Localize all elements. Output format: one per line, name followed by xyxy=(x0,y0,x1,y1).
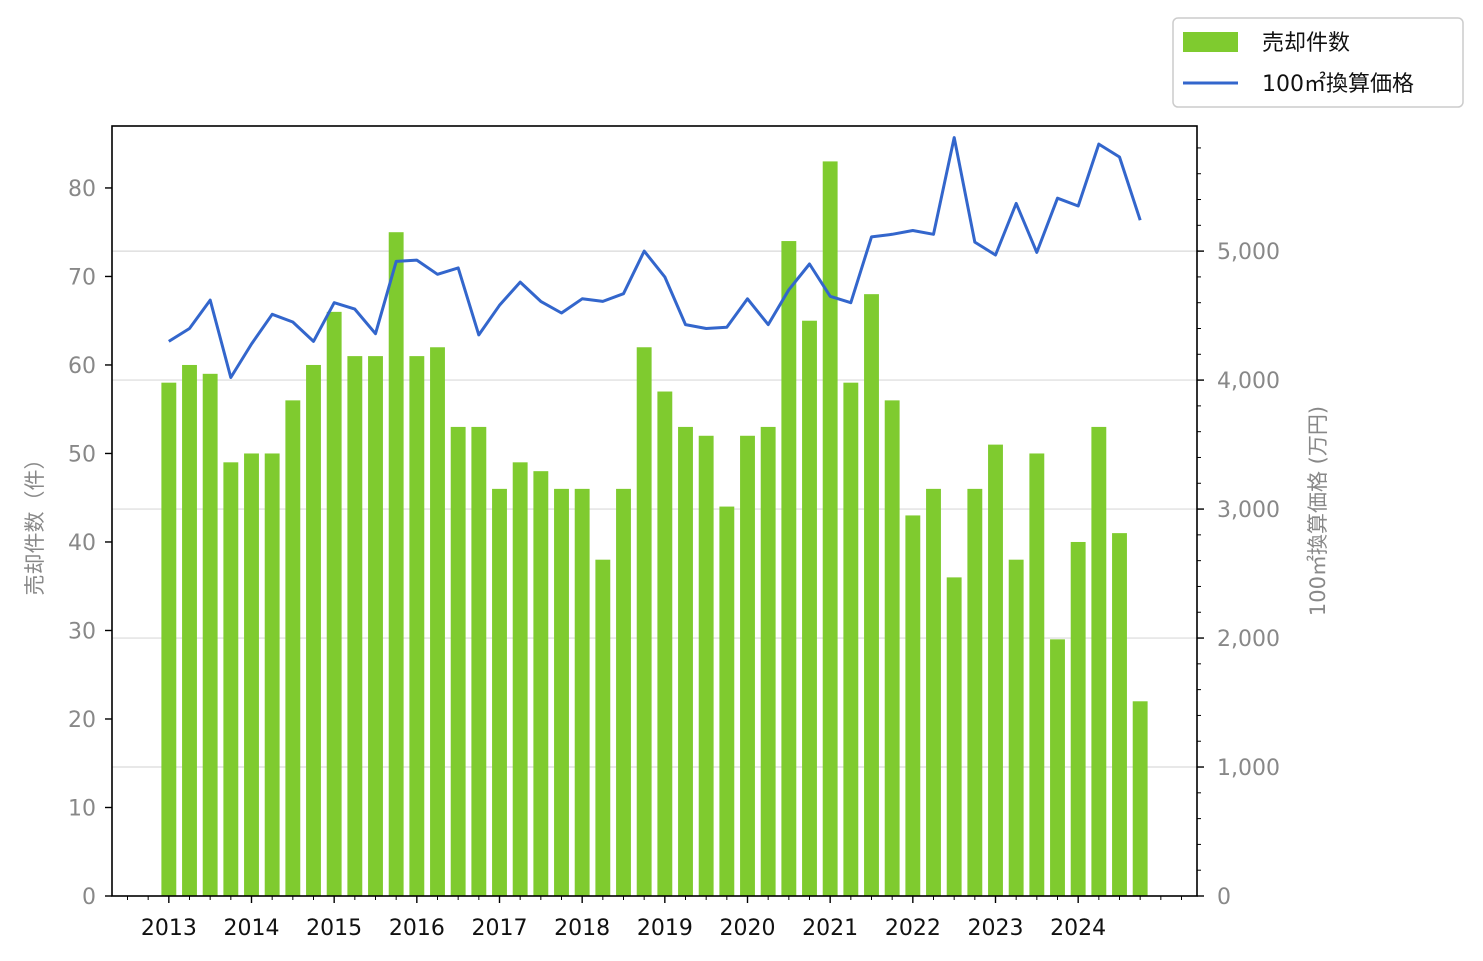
legend-bar-label: 売却件数 xyxy=(1262,31,1350,56)
left-tick-label: 40 xyxy=(68,531,96,556)
left-tick-label: 60 xyxy=(68,354,96,379)
bar xyxy=(202,373,218,896)
bar-series xyxy=(161,161,1148,897)
legend-line-label: 100㎡換算価格 xyxy=(1262,71,1414,97)
bar xyxy=(1132,701,1148,896)
bar xyxy=(988,444,1003,896)
bar xyxy=(946,577,962,896)
bar xyxy=(926,488,941,896)
bar xyxy=(492,488,507,896)
x-tick-label: 2016 xyxy=(389,916,445,941)
x-tick-label: 2024 xyxy=(1050,916,1106,941)
bar xyxy=(1050,639,1065,896)
x-tick-label: 2018 xyxy=(554,916,610,941)
bar xyxy=(719,506,735,896)
bar xyxy=(781,241,797,896)
right-tick-label: 1,000 xyxy=(1217,756,1280,781)
bar xyxy=(244,453,259,896)
left-tick-label: 30 xyxy=(68,619,96,644)
left-tick-label: 70 xyxy=(68,265,96,290)
x-tick-label: 2021 xyxy=(802,916,858,941)
bar xyxy=(1070,541,1086,896)
right-axis-title: 100㎡換算価格 (万円) xyxy=(1306,406,1330,616)
left-tick-label: 50 xyxy=(68,442,96,467)
left-tick-label: 10 xyxy=(68,796,96,821)
bar xyxy=(450,426,466,896)
bar xyxy=(182,364,197,896)
bar xyxy=(512,462,528,896)
right-axis-ticks: 0 1,000 2,000 3,000 4,000 5,000 xyxy=(1197,147,1280,910)
bar xyxy=(967,488,983,896)
legend-bar-swatch xyxy=(1183,32,1238,52)
x-tick-label: 2013 xyxy=(141,916,197,941)
bar xyxy=(884,400,900,896)
right-tick-label: 0 xyxy=(1217,885,1231,910)
x-tick-label: 2022 xyxy=(885,916,941,941)
bar xyxy=(698,435,714,896)
x-tick-label: 2017 xyxy=(472,916,528,941)
bar xyxy=(740,435,755,896)
x-tick-label: 2015 xyxy=(306,916,362,941)
x-tick-label: 2023 xyxy=(968,916,1024,941)
left-tick-label: 80 xyxy=(68,177,96,202)
left-axis-title: 売却件数（件） xyxy=(23,449,47,596)
bar xyxy=(554,488,569,896)
legend-frame xyxy=(1172,17,1464,108)
bar xyxy=(595,559,611,896)
bar xyxy=(388,232,404,896)
bar xyxy=(905,515,921,896)
bar xyxy=(1112,533,1127,896)
right-tick-label: 5,000 xyxy=(1217,240,1280,265)
bar xyxy=(471,426,487,896)
x-tick-label: 2019 xyxy=(637,916,693,941)
bar xyxy=(636,347,652,896)
line-series xyxy=(168,136,1142,379)
bar xyxy=(678,426,693,896)
bar xyxy=(347,356,363,896)
x-axis-ticks: 2013 2014 2015 2016 2017 2018 2019 2020 2021 2022… xyxy=(127,896,1182,941)
bar xyxy=(326,311,342,896)
bar xyxy=(1008,559,1024,896)
legend: 売却件数 100㎡換算価格 xyxy=(1172,17,1464,108)
left-axis-ticks: 0 10 20 30 40 50 60 70 80 xyxy=(68,177,112,910)
bar xyxy=(802,320,817,896)
bar xyxy=(574,488,590,896)
bar xyxy=(161,382,177,897)
bar xyxy=(1091,426,1107,896)
bar xyxy=(864,294,879,897)
bar xyxy=(1029,453,1045,896)
bar xyxy=(533,471,549,896)
bar xyxy=(760,426,776,896)
bar xyxy=(657,391,673,896)
bar xyxy=(616,488,631,896)
left-tick-label: 20 xyxy=(68,708,96,733)
bar xyxy=(822,161,838,897)
plot-frame xyxy=(111,125,1198,897)
right-tick-label: 2,000 xyxy=(1217,627,1280,652)
bar xyxy=(368,356,383,896)
x-tick-label: 2020 xyxy=(720,916,776,941)
left-tick-label: 0 xyxy=(82,885,96,910)
price-line xyxy=(168,136,1142,379)
bar xyxy=(430,347,445,896)
bar xyxy=(285,400,301,896)
bar xyxy=(264,453,280,896)
bar xyxy=(843,382,859,897)
bar xyxy=(306,364,321,896)
right-tick-label: 4,000 xyxy=(1217,369,1280,394)
right-tick-label: 3,000 xyxy=(1217,498,1280,523)
bar xyxy=(223,462,239,896)
x-tick-label: 2014 xyxy=(224,916,280,941)
bar xyxy=(409,356,425,896)
